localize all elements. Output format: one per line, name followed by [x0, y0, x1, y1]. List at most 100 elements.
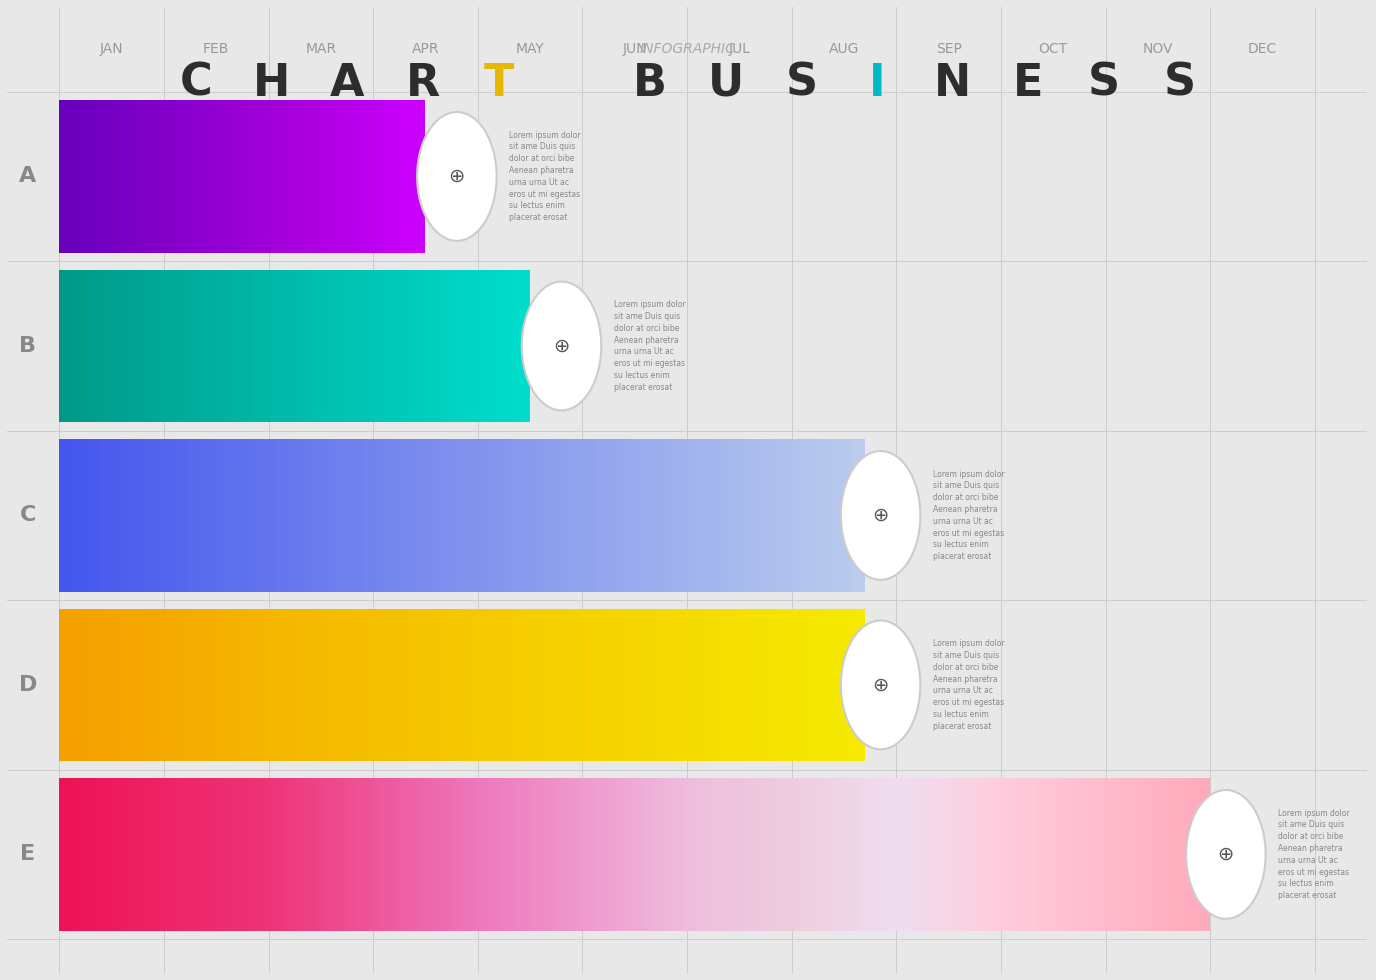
Text: JUL: JUL	[728, 42, 750, 56]
Text: A: A	[330, 62, 365, 105]
Bar	[506, 778, 509, 931]
Bar	[169, 100, 173, 253]
Bar	[157, 778, 161, 931]
Bar	[124, 609, 128, 761]
Text: I: I	[868, 62, 886, 105]
Bar	[190, 439, 194, 592]
Bar	[92, 100, 96, 253]
Bar	[669, 439, 673, 592]
Bar	[440, 270, 444, 422]
Bar	[875, 778, 879, 931]
Bar	[655, 778, 659, 931]
Bar	[804, 439, 808, 592]
Bar	[132, 100, 136, 253]
Text: JAN: JAN	[100, 42, 124, 56]
Bar	[568, 778, 572, 931]
Bar	[559, 439, 561, 592]
Bar	[488, 439, 493, 592]
Bar	[303, 100, 307, 253]
Bar	[546, 609, 550, 761]
Bar	[122, 270, 127, 422]
Bar	[941, 778, 945, 931]
Bar	[952, 778, 955, 931]
Bar	[857, 609, 861, 761]
Bar	[356, 100, 361, 253]
Bar	[413, 439, 416, 592]
Bar	[175, 609, 178, 761]
Bar	[74, 609, 78, 761]
Bar	[735, 609, 739, 761]
Bar	[154, 270, 157, 422]
Bar	[727, 439, 731, 592]
Bar	[504, 439, 508, 592]
Bar	[638, 439, 643, 592]
Bar	[731, 439, 735, 592]
Text: C: C	[180, 62, 212, 105]
Text: Lorem ipsum dolor
sit ame Duis quis
dolor at orci bibe
Aenean pharetra
urna urna: Lorem ipsum dolor sit ame Duis quis dolo…	[1278, 808, 1350, 901]
Bar	[1123, 778, 1127, 931]
Bar	[106, 609, 109, 761]
Bar	[394, 439, 396, 592]
Bar	[289, 609, 293, 761]
Bar	[282, 609, 286, 761]
Bar	[286, 609, 289, 761]
Bar	[409, 100, 413, 253]
Circle shape	[417, 112, 497, 241]
Bar	[575, 778, 579, 931]
Bar	[340, 609, 343, 761]
Bar	[186, 609, 190, 761]
Bar	[70, 778, 73, 931]
Bar	[78, 270, 83, 422]
Bar	[523, 609, 527, 761]
Bar	[784, 609, 788, 761]
Bar	[819, 439, 823, 592]
Bar	[688, 439, 692, 592]
Bar	[843, 778, 848, 931]
Bar	[248, 778, 250, 931]
Bar	[464, 270, 468, 422]
Bar	[336, 609, 340, 761]
Bar	[334, 270, 338, 422]
Bar	[267, 100, 271, 253]
Bar	[842, 609, 846, 761]
Bar	[184, 778, 189, 931]
Bar	[143, 439, 147, 592]
Bar	[235, 609, 239, 761]
Bar	[182, 778, 184, 931]
Bar	[911, 778, 914, 931]
Bar	[263, 100, 267, 253]
Bar	[684, 778, 687, 931]
Bar	[798, 778, 802, 931]
Bar	[237, 778, 241, 931]
Bar	[498, 778, 502, 931]
Bar	[178, 778, 182, 931]
Bar	[293, 778, 296, 931]
Bar	[632, 778, 634, 931]
Bar	[94, 439, 98, 592]
Bar	[413, 100, 417, 253]
Bar	[577, 609, 581, 761]
Bar	[692, 609, 696, 761]
Bar	[600, 609, 604, 761]
Bar	[246, 100, 250, 253]
Bar	[581, 609, 585, 761]
Bar	[275, 100, 279, 253]
Bar	[263, 609, 267, 761]
Bar	[768, 778, 771, 931]
Bar	[963, 778, 966, 931]
Bar	[1193, 778, 1196, 931]
Bar	[948, 778, 952, 931]
Bar	[436, 270, 440, 422]
Bar	[373, 270, 377, 422]
Circle shape	[1186, 790, 1266, 919]
Bar	[813, 778, 816, 931]
Bar	[143, 778, 146, 931]
Bar	[377, 100, 381, 253]
Bar	[612, 439, 615, 592]
Bar	[688, 609, 692, 761]
Bar	[308, 609, 312, 761]
Bar	[416, 778, 418, 931]
Bar	[113, 439, 117, 592]
Text: T: T	[483, 62, 515, 105]
Bar	[977, 778, 980, 931]
